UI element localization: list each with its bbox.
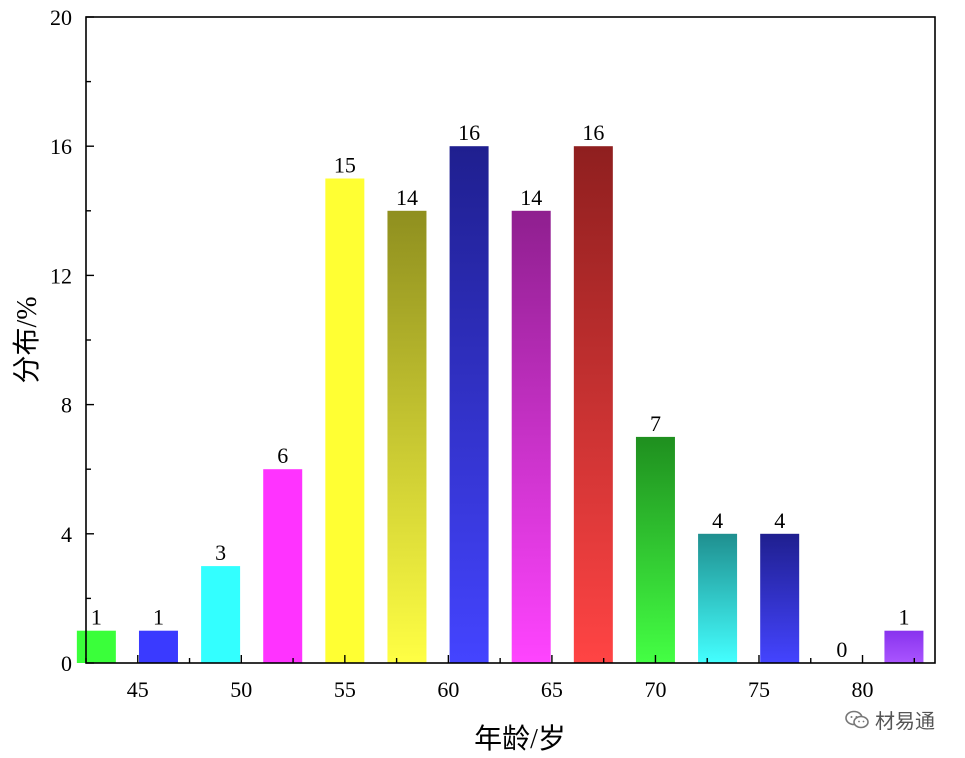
x-tick-label-65: 65 <box>541 677 563 702</box>
x-tick-label-75: 75 <box>748 677 770 702</box>
wechat-icon <box>845 710 869 728</box>
x-tick-label-60: 60 <box>437 677 459 702</box>
bar-67 <box>573 146 613 663</box>
y-axis-title: 分布/% <box>11 296 43 383</box>
y-tick-label-8: 8 <box>61 393 72 418</box>
bar-58 <box>387 210 427 664</box>
x-tick-label-80: 80 <box>852 677 874 702</box>
data-label-79: 0 <box>836 637 847 662</box>
bar-64 <box>511 210 551 664</box>
x-tick-label-55: 55 <box>334 677 356 702</box>
data-label-46: 1 <box>153 605 164 630</box>
bar-49 <box>201 566 241 663</box>
bars-layer <box>76 146 924 664</box>
bar-61 <box>449 146 489 663</box>
bar-76 <box>760 533 800 663</box>
data-label-73: 4 <box>712 508 723 533</box>
y-tick-label-20: 20 <box>50 5 72 30</box>
bar-46 <box>138 630 178 663</box>
data-label-82: 1 <box>898 605 909 630</box>
watermark-text: 材易通 <box>875 709 935 733</box>
data-label-67: 16 <box>582 120 604 145</box>
x-tick-label-45: 45 <box>127 677 149 702</box>
bar-73 <box>698 533 738 663</box>
data-label-58: 14 <box>396 185 418 210</box>
bar-70 <box>635 436 675 663</box>
bar-82 <box>884 630 924 663</box>
data-label-52: 6 <box>277 443 288 468</box>
y-tick-label-16: 16 <box>50 134 72 159</box>
data-labels-layer: 1 1 3 6 15 14 16 14 16 7 4 4 0 1 <box>91 120 910 662</box>
data-label-64: 14 <box>520 185 542 210</box>
data-label-76: 4 <box>774 508 785 533</box>
x-tick-label-50: 50 <box>230 677 252 702</box>
data-label-70: 7 <box>650 411 661 436</box>
data-label-49: 3 <box>215 540 226 565</box>
watermark: 材易通 <box>845 705 935 734</box>
data-label-61: 16 <box>458 120 480 145</box>
bar-43 <box>76 630 116 663</box>
data-label-43: 1 <box>91 605 102 630</box>
x-axis-title: 年龄/岁 <box>474 723 566 755</box>
y-tick-label-4: 4 <box>61 522 72 547</box>
bar-55 <box>325 178 365 663</box>
y-tick-label-0: 0 <box>61 651 72 676</box>
data-label-55: 15 <box>334 153 356 178</box>
x-tick-label-70: 70 <box>644 677 666 702</box>
y-tick-label-12: 12 <box>50 263 72 288</box>
bar-52 <box>263 469 303 663</box>
